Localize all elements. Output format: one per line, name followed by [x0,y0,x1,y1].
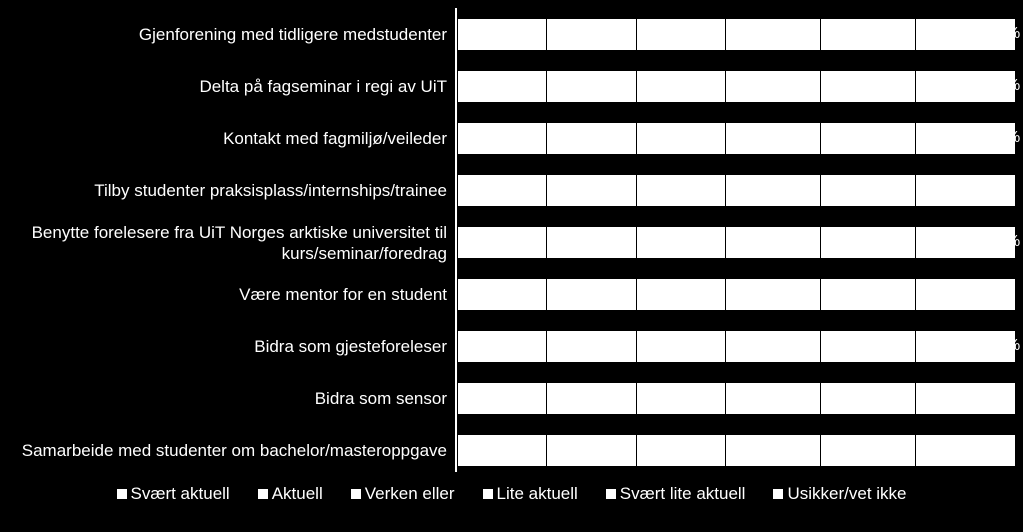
category-label: Være mentor for en student [239,284,447,305]
bar-segment [916,227,1016,258]
bar-segment [547,71,636,102]
bar-segment [726,71,821,102]
bar-segment [821,331,916,362]
bar-segment [916,383,1016,414]
bar-segment [821,279,916,310]
bar-segment [726,227,821,258]
bar-row [457,174,1015,207]
bar-segment [916,279,1016,310]
bar-row [457,330,1015,363]
bar-segment [821,19,916,50]
bar-segment [547,123,636,154]
percent-symbol: % [1006,129,1020,147]
percent-symbol: % [1006,25,1020,43]
bar-segment [547,279,636,310]
legend-label: Lite aktuell [497,484,578,503]
bar-segment [821,227,916,258]
bar-segment [458,123,547,154]
legend-label: Usikker/vet ikke [787,484,906,503]
bar-segment [458,19,547,50]
bar-segment [821,71,916,102]
bar-segment [637,71,726,102]
bar-segment [821,383,916,414]
bar-segment [458,279,547,310]
legend-swatch [258,489,268,499]
category-label: Benytte forelesere fra UiT Norges arktis… [32,222,447,264]
bar-segment [916,175,1016,206]
bar-segment [637,435,726,466]
bar-segment [726,19,821,50]
legend-item: Verken eller [351,484,455,504]
legend-item: Usikker/vet ikke [773,484,906,504]
category-label: Delta på fagseminar i regi av UiT [199,76,447,97]
bar-segment [916,435,1016,466]
category-label: Samarbeide med studenter om bachelor/mas… [22,440,447,461]
legend-label: Aktuell [272,484,323,503]
bar-segment [458,71,547,102]
bar-segment [458,227,547,258]
legend-label: Verken eller [365,484,455,503]
bar-segment [726,383,821,414]
legend-swatch [773,489,783,499]
bar-segment [637,227,726,258]
legend-item: Aktuell [258,484,323,504]
percent-symbol: % [1006,233,1020,251]
bar-segment [726,175,821,206]
legend-item: Svært lite aktuell [606,484,746,504]
bar-segment [547,19,636,50]
legend-item: Svært aktuell [117,484,230,504]
legend-swatch [351,489,361,499]
percent-symbol: % [1006,337,1020,355]
category-label: Gjenforening med tidligere medstudenter [139,24,447,45]
bar-segment [821,435,916,466]
category-label: Bidra som gjesteforeleser [254,336,447,357]
bar-segment [637,279,726,310]
bar-segment [547,175,636,206]
bar-row [457,434,1015,467]
legend-item: Lite aktuell [483,484,578,504]
bar-segment [726,279,821,310]
bar-segment [637,123,726,154]
bar-segment [458,435,547,466]
bar-segment [821,175,916,206]
bar-row [457,18,1015,51]
legend-label: Svært aktuell [131,484,230,503]
bar-segment [916,19,1016,50]
bar-row [457,70,1015,103]
bar-segment [637,331,726,362]
stacked-bar-chart: Gjenforening med tidligere medstudenter D… [0,0,1023,532]
bar-segment [916,331,1016,362]
bar-row [457,226,1015,259]
bar-segment [547,435,636,466]
category-label: Bidra som sensor [315,388,447,409]
percent-symbol: % [1006,77,1020,95]
bar-segment [637,175,726,206]
plot-area [455,8,1015,472]
bar-segment [916,71,1016,102]
legend: Svært aktuell Aktuell Verken eller Lite akt… [0,484,1023,504]
category-label: Kontakt med fagmiljø/veileder [223,128,447,149]
bar-segment [637,19,726,50]
bar-segment [547,227,636,258]
bar-segment [458,175,547,206]
legend-swatch [117,489,127,499]
bar-segment [821,123,916,154]
bar-segment [726,435,821,466]
legend-swatch [606,489,616,499]
bar-segment [458,331,547,362]
bar-row [457,382,1015,415]
bar-segment [726,123,821,154]
bar-segment [547,383,636,414]
bar-segment [547,331,636,362]
bar-segment [726,331,821,362]
bar-segment [637,383,726,414]
bar-segment [916,123,1016,154]
legend-label: Svært lite aktuell [620,484,746,503]
category-label: Tilby studenter praksisplass/internships… [94,180,447,201]
bar-row [457,278,1015,311]
bar-row [457,122,1015,155]
bar-segment [458,383,547,414]
legend-swatch [483,489,493,499]
